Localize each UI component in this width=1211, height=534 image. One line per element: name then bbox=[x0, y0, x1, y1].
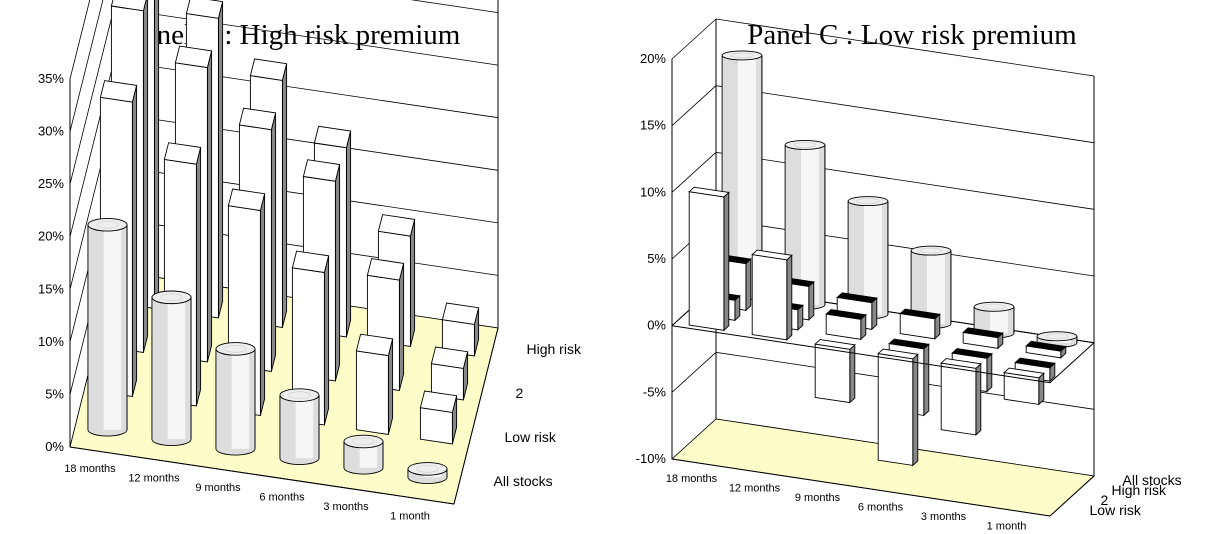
y-tick-label: 5% bbox=[647, 251, 666, 266]
series-axis-label: All stocks bbox=[1123, 472, 1182, 488]
bar-all-stocks-12-months bbox=[784, 139, 826, 310]
bar-low-risk-1-month bbox=[1003, 367, 1045, 406]
x-category-label: 12 months bbox=[128, 472, 180, 484]
bar-low-risk-9-months bbox=[814, 339, 856, 404]
y-tick-label: 0% bbox=[647, 318, 666, 333]
z-axis bbox=[453, 327, 499, 505]
y-tick-label: 5% bbox=[45, 386, 64, 401]
y-tick-label: 15% bbox=[640, 118, 666, 133]
y-tick-label: 20% bbox=[38, 229, 64, 244]
bar-low-risk-18-months bbox=[688, 186, 730, 332]
panel-a-chart: 0% 5% 10% 15% 20% 25% 30% 35% 18 months 12 months… bbox=[38, 0, 582, 522]
bar-all-stocks-1-month bbox=[407, 462, 448, 484]
panel-c-title: Panel C : Low risk premium bbox=[747, 19, 1077, 51]
bar-all-stocks-3-months bbox=[343, 434, 384, 475]
y-tick-label: 10% bbox=[38, 334, 64, 349]
bar-low-risk-3-months bbox=[355, 333, 394, 436]
y-tick-label: 15% bbox=[38, 281, 64, 296]
bar-all-stocks-9-months bbox=[215, 342, 256, 456]
y-tick-label: -5% bbox=[643, 384, 667, 399]
gridline bbox=[69, 0, 499, 132]
series-axis-label: All stocks bbox=[494, 473, 553, 489]
bar-high-risk-1-month bbox=[1025, 340, 1067, 359]
y-tick-label: 20% bbox=[640, 51, 666, 66]
bar-low-risk-6-months bbox=[291, 250, 330, 426]
x-category-label: 1 month bbox=[987, 520, 1027, 532]
bar-2-9-months bbox=[825, 309, 867, 341]
bar-2-1-month bbox=[430, 346, 469, 401]
series-axis-label: Low risk bbox=[505, 429, 557, 445]
series-axis-label: High risk bbox=[1112, 482, 1167, 498]
bar-high-risk-3-months bbox=[962, 327, 1004, 350]
x-category-label: 1 month bbox=[390, 510, 430, 522]
y-tick-label: 0% bbox=[45, 439, 64, 454]
x-category-label: 12 months bbox=[729, 482, 781, 494]
series-axis-label: High risk bbox=[527, 341, 582, 357]
gridline bbox=[69, 0, 91, 80]
x-category-label: 6 months bbox=[259, 491, 305, 503]
bar-low-risk-1-month bbox=[419, 390, 458, 445]
bar-all-stocks-18-months bbox=[721, 50, 763, 301]
x-category-label: 9 months bbox=[795, 492, 841, 504]
y-tick-label: 35% bbox=[38, 71, 64, 86]
series-axis-label: 2 bbox=[516, 385, 524, 401]
y-tick-label: 10% bbox=[640, 184, 666, 199]
x-category-label: 18 months bbox=[64, 463, 116, 475]
bar-high-risk-1-month bbox=[441, 302, 480, 357]
x-category-label: 9 months bbox=[195, 482, 241, 494]
x-axis bbox=[69, 446, 455, 505]
x-category-label: 3 months bbox=[921, 511, 967, 523]
bar-all-stocks-6-months bbox=[910, 245, 952, 329]
bar-all-stocks-12-months bbox=[151, 290, 192, 446]
bar-low-risk-3-months bbox=[940, 358, 982, 436]
bar-all-stocks-9-months bbox=[847, 196, 889, 320]
x-axis bbox=[671, 458, 1051, 517]
y-tick-label: 25% bbox=[38, 176, 64, 191]
bar-low-risk-6-months bbox=[877, 348, 919, 467]
x-category-label: 6 months bbox=[858, 501, 904, 513]
series-axis-label: Low risk bbox=[1090, 502, 1142, 518]
x-category-label: 18 months bbox=[666, 473, 718, 485]
z-axis bbox=[1049, 475, 1095, 517]
bar-all-stocks-18-months bbox=[87, 217, 128, 437]
x-category-label: 3 months bbox=[323, 501, 369, 513]
y-tick-label: -10% bbox=[636, 451, 667, 466]
bar-high-risk-6-months bbox=[899, 308, 941, 340]
series-axis-label: 2 bbox=[1101, 492, 1109, 508]
zero-plane-front bbox=[671, 325, 1095, 384]
bar-all-stocks-6-months bbox=[279, 388, 320, 465]
y-tick-label: 30% bbox=[38, 124, 64, 139]
bar-low-risk-12-months bbox=[751, 249, 793, 341]
panel-c-chart: -10% -5% 0% 5% 10% 15% 20% 18 months 12 months 9 … bbox=[636, 18, 1182, 532]
